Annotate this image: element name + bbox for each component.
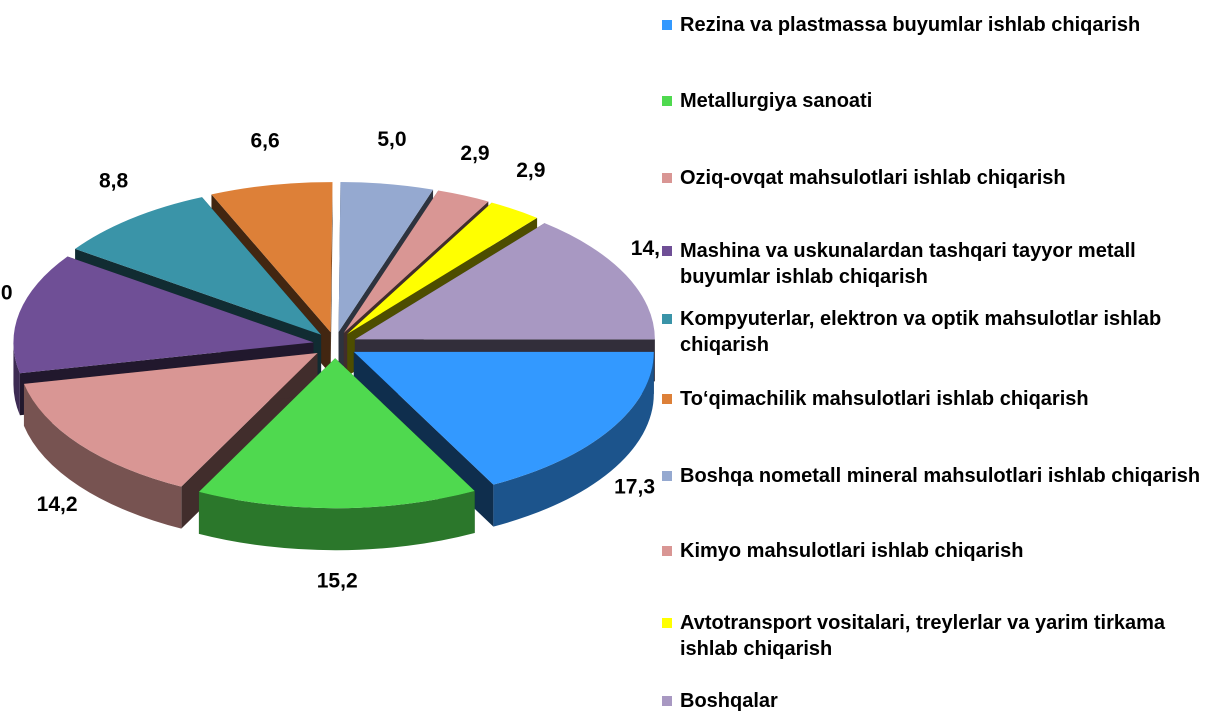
legend-swatch bbox=[662, 20, 672, 30]
legend-swatch bbox=[662, 246, 672, 256]
slice bbox=[198, 358, 475, 509]
legend-item: Kimyo mahsulotlari ishlab chiqarish bbox=[662, 538, 1222, 564]
data-label: 14,1 bbox=[631, 237, 660, 260]
slice bbox=[338, 181, 434, 332]
data-label: 14,2 bbox=[37, 493, 78, 516]
slice bbox=[23, 353, 318, 487]
chart: 17,3 15,2 14,2 13,0 8,8 6,6 5,0 2,9 2,9 14,1 bbox=[0, 128, 660, 593]
legend-swatch bbox=[662, 618, 672, 628]
data-label: 13,0 bbox=[0, 282, 12, 305]
legend-item: Boshqa nometall mineral mahsulotlari ish… bbox=[662, 463, 1222, 489]
legend-item: Boshqalar bbox=[662, 688, 1222, 714]
legend-swatch bbox=[662, 394, 672, 404]
legend-label: Mashina va uskunalardan tashqari tayyor … bbox=[680, 240, 1136, 288]
slice-wall bbox=[23, 383, 182, 529]
legend-item: Rezina va plastmassa buyumlar ishlab chi… bbox=[662, 12, 1222, 38]
legend-label: Rezina va plastmassa buyumlar ishlab chi… bbox=[680, 14, 1141, 36]
slice-wall bbox=[13, 342, 20, 416]
slice bbox=[353, 351, 654, 485]
legend-swatch bbox=[662, 696, 672, 706]
legend-swatch bbox=[662, 173, 672, 183]
slice-side bbox=[330, 182, 333, 375]
data-label: 8,8 bbox=[99, 170, 129, 193]
data-label: 15,2 bbox=[317, 570, 358, 593]
legend-label: Metallurgiya sanoati bbox=[680, 90, 873, 112]
legend-label: Avtotransport vositalari, treylerlar va … bbox=[680, 612, 1166, 660]
data-label: 2,9 bbox=[516, 159, 545, 182]
legend-item: Avtotransport vositalari, treylerlar va … bbox=[662, 610, 1222, 662]
legend-label: Oziq-ovqat mahsulotlari ishlab chiqarish bbox=[680, 167, 1066, 189]
slice bbox=[354, 223, 655, 340]
legend-label: Boshqa nometall mineral mahsulotlari ish… bbox=[680, 465, 1201, 487]
legend-label: Boshqalar bbox=[680, 690, 778, 712]
legend-item: Mashina va uskunalardan tashqari tayyor … bbox=[662, 238, 1222, 290]
legend-label: Kompyuterlar, elektron va optik mahsulot… bbox=[680, 308, 1162, 356]
data-label: 2,9 bbox=[460, 142, 489, 165]
legend-swatch bbox=[662, 314, 672, 324]
slice-wall bbox=[198, 490, 475, 551]
slice bbox=[347, 202, 538, 335]
legend-label: Kimyo mahsulotlari ishlab chiqarish bbox=[680, 540, 1024, 562]
data-label: 17,3 bbox=[614, 475, 655, 498]
slice bbox=[211, 182, 333, 333]
legend-swatch bbox=[662, 471, 672, 481]
legend-label: To‘qimachilik mahsulotlari ishlab chiqar… bbox=[680, 388, 1089, 410]
slice-wall bbox=[493, 351, 654, 527]
legend-swatch bbox=[662, 96, 672, 106]
legend-item: To‘qimachilik mahsulotlari ishlab chiqar… bbox=[662, 386, 1222, 412]
data-label: 5,0 bbox=[377, 128, 406, 151]
legend-item: Metallurgiya sanoati bbox=[662, 88, 1222, 114]
legend-swatch bbox=[662, 546, 672, 556]
legend-item: Kompyuterlar, elektron va optik mahsulot… bbox=[662, 306, 1222, 358]
slice bbox=[343, 190, 489, 333]
slice bbox=[13, 256, 314, 374]
slice bbox=[75, 197, 322, 335]
legend-item: Oziq-ovqat mahsulotlari ishlab chiqarish bbox=[662, 165, 1222, 191]
data-label: 6,6 bbox=[250, 129, 279, 152]
